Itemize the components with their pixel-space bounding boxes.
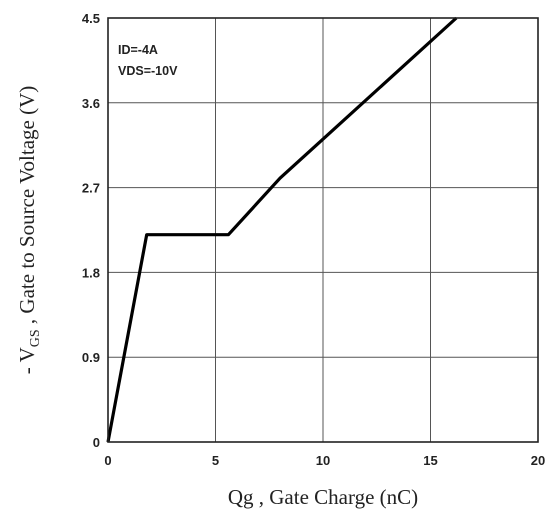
y-axis-title-prefix: - V — [15, 347, 39, 374]
x-tick-label: 10 — [316, 453, 330, 468]
plot-frame — [107, 17, 539, 443]
annotation-id: ID=-4A — [118, 43, 158, 57]
y-axis-title: - VGS , Gate to Source Voltage (V) — [15, 86, 43, 375]
y-tick-label: 2.7 — [82, 181, 100, 196]
x-tick-label: 20 — [531, 453, 545, 468]
x-tick-label: 15 — [423, 453, 437, 468]
x-axis-title: Qg , Gate Charge (nC) — [228, 485, 418, 509]
y-tick-labels: 0 0.9 1.8 2.7 3.6 4.5 — [82, 11, 100, 450]
y-tick-label: 3.6 — [82, 96, 100, 111]
y-tick-label: 4.5 — [82, 11, 100, 26]
y-tick-label: 1.8 — [82, 265, 100, 280]
y-tick-label: 0.9 — [82, 350, 100, 365]
y-axis-title-suffix: , Gate to Source Voltage (V) — [15, 86, 39, 330]
grid-lines — [108, 18, 538, 442]
x-tick-label: 5 — [212, 453, 219, 468]
series-layer — [106, 16, 458, 443]
y-axis-title-subscript: GS — [28, 329, 43, 347]
x-tick-labels: 0 5 10 15 20 — [104, 453, 545, 468]
y-tick-label: 0 — [93, 435, 100, 450]
annotation-vds: VDS=-10V — [118, 64, 178, 78]
x-tick-label: 0 — [104, 453, 111, 468]
series-line — [106, 16, 458, 443]
